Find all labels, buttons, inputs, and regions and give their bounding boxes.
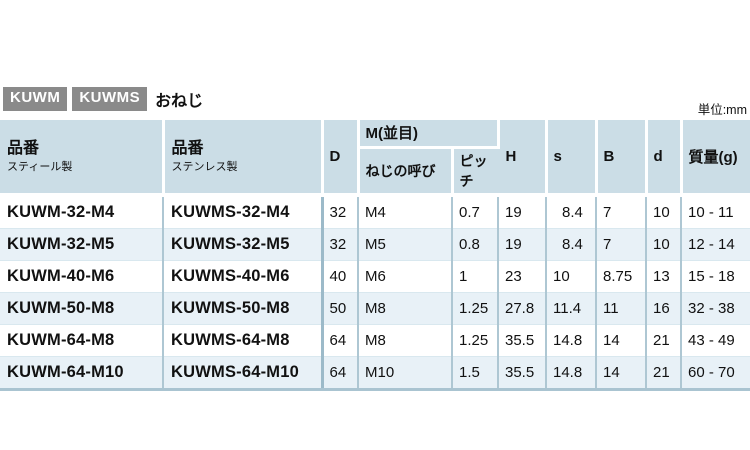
dim-s: 14.8 [546, 355, 597, 391]
part-number-steel: KUWM-50-M8 [0, 291, 164, 324]
thread-size: M8 [358, 323, 453, 356]
dim-D: 32 [320, 227, 359, 260]
column-header-D: D [322, 120, 360, 197]
table-body: KUWM-32-M4 KUWMS-32-M4 32 M4 0.7 19 8.4 … [0, 194, 750, 391]
part-number-stainless: KUWMS-64-M10 [163, 355, 323, 391]
part-number-steel: KUWM-64-M10 [0, 355, 164, 391]
series-badge-kuwm: KUWM [3, 87, 68, 111]
dim-d: 10 [646, 227, 682, 260]
dim-B: 7 [596, 227, 647, 260]
dim-d: 16 [646, 291, 682, 324]
dim-s: 14.8 [546, 323, 597, 356]
thread-size: M5 [358, 227, 453, 260]
spec-table: 品番 スティール製 品番 ステンレス製 D M(並目) H s B d 質量(g… [0, 120, 750, 391]
dim-s: 8.4 [546, 227, 597, 260]
column-header-pitch: ピッチ [452, 147, 498, 197]
thread-pitch: 1 [452, 259, 499, 292]
mass-range: 15 - 18 [681, 259, 750, 292]
dim-H: 35.5 [498, 355, 547, 391]
thread-size: M4 [358, 194, 453, 228]
part-number-stainless: KUWMS-64-M8 [163, 323, 323, 356]
dim-H: 19 [498, 194, 547, 228]
column-header-part-steel: 品番 スティール製 [0, 120, 165, 197]
column-header-thread-nominal: ねじの呼び [358, 147, 454, 197]
thread-pitch: 0.7 [452, 194, 499, 228]
thread-size: M6 [358, 259, 453, 292]
dim-B: 14 [596, 355, 647, 391]
dim-H: 27.8 [498, 291, 547, 324]
dim-d: 21 [646, 323, 682, 356]
part-number-steel: KUWM-32-M5 [0, 227, 164, 260]
table-row: KUWM-64-M10 KUWMS-64-M10 64 M10 1.5 35.5… [0, 355, 750, 391]
series-title-bar: KUWM KUWMS おねじ [3, 87, 203, 111]
thread-pitch: 1.25 [452, 291, 499, 324]
part-number-stainless: KUWMS-32-M5 [163, 227, 323, 260]
table-row: KUWM-32-M5 KUWMS-32-M5 32 M5 0.8 19 8.4 … [0, 227, 750, 260]
part-number-title: 品番 [171, 139, 204, 157]
mass-range: 10 - 11 [681, 194, 750, 228]
series-badge-kuwms: KUWMS [72, 87, 148, 111]
dim-H: 23 [498, 259, 547, 292]
thread-pitch: 1.5 [452, 355, 499, 391]
thread-size: M10 [358, 355, 453, 391]
table-row: KUWM-32-M4 KUWMS-32-M4 32 M4 0.7 19 8.4 … [0, 194, 750, 228]
mass-range: 43 - 49 [681, 323, 750, 356]
part-number-steel: KUWM-40-M6 [0, 259, 164, 292]
dim-D: 64 [320, 323, 359, 356]
dim-H: 19 [498, 227, 547, 260]
part-number-steel: KUWM-64-M8 [0, 323, 164, 356]
part-number-stainless: KUWMS-32-M4 [163, 194, 323, 228]
table-row: KUWM-64-M8 KUWMS-64-M8 64 M8 1.25 35.5 1… [0, 323, 750, 356]
column-header-d: d [646, 120, 683, 197]
part-number-title: 品番 [7, 139, 40, 157]
dim-B: 8.75 [596, 259, 647, 292]
dim-H: 35.5 [498, 323, 547, 356]
column-header-m-group: M(並目) [358, 120, 500, 149]
column-header-H: H [498, 120, 548, 197]
dim-d: 10 [646, 194, 682, 228]
table-row: KUWM-40-M6 KUWMS-40-M6 40 M6 1 23 10 8.7… [0, 259, 750, 292]
dim-D: 50 [320, 291, 359, 324]
material-steel-label: スティール製 [7, 160, 73, 173]
dim-s: 8.4 [546, 194, 597, 228]
dim-B: 11 [596, 291, 647, 324]
column-header-mass: 質量(g) [681, 120, 750, 197]
dim-D: 40 [320, 259, 359, 292]
thread-pitch: 0.8 [452, 227, 499, 260]
part-number-steel: KUWM-32-M4 [0, 194, 164, 228]
thread-pitch: 1.25 [452, 323, 499, 356]
mass-range: 32 - 38 [681, 291, 750, 324]
mass-range: 60 - 70 [681, 355, 750, 391]
dim-B: 14 [596, 323, 647, 356]
material-stainless-label: ステンレス製 [171, 160, 238, 173]
mass-range: 12 - 14 [681, 227, 750, 260]
part-number-stainless: KUWMS-40-M6 [163, 259, 323, 292]
dim-s: 11.4 [546, 291, 597, 324]
dim-B: 7 [596, 194, 647, 228]
thread-size: M8 [358, 291, 453, 324]
table-header: 品番 スティール製 品番 ステンレス製 D M(並目) H s B d 質量(g… [0, 120, 750, 197]
dim-D: 32 [320, 194, 359, 228]
dim-d: 21 [646, 355, 682, 391]
column-header-s: s [546, 120, 598, 197]
dim-D: 64 [320, 355, 359, 391]
column-header-B: B [596, 120, 648, 197]
part-number-stainless: KUWMS-50-M8 [163, 291, 323, 324]
column-header-part-stainless: 品番 ステンレス製 [163, 120, 324, 197]
thread-type-label: おねじ [155, 93, 204, 110]
dim-s: 10 [546, 259, 597, 292]
table-row: KUWM-50-M8 KUWMS-50-M8 50 M8 1.25 27.8 1… [0, 291, 750, 324]
unit-label: 単位:mm [697, 103, 747, 117]
dim-d: 13 [646, 259, 682, 292]
